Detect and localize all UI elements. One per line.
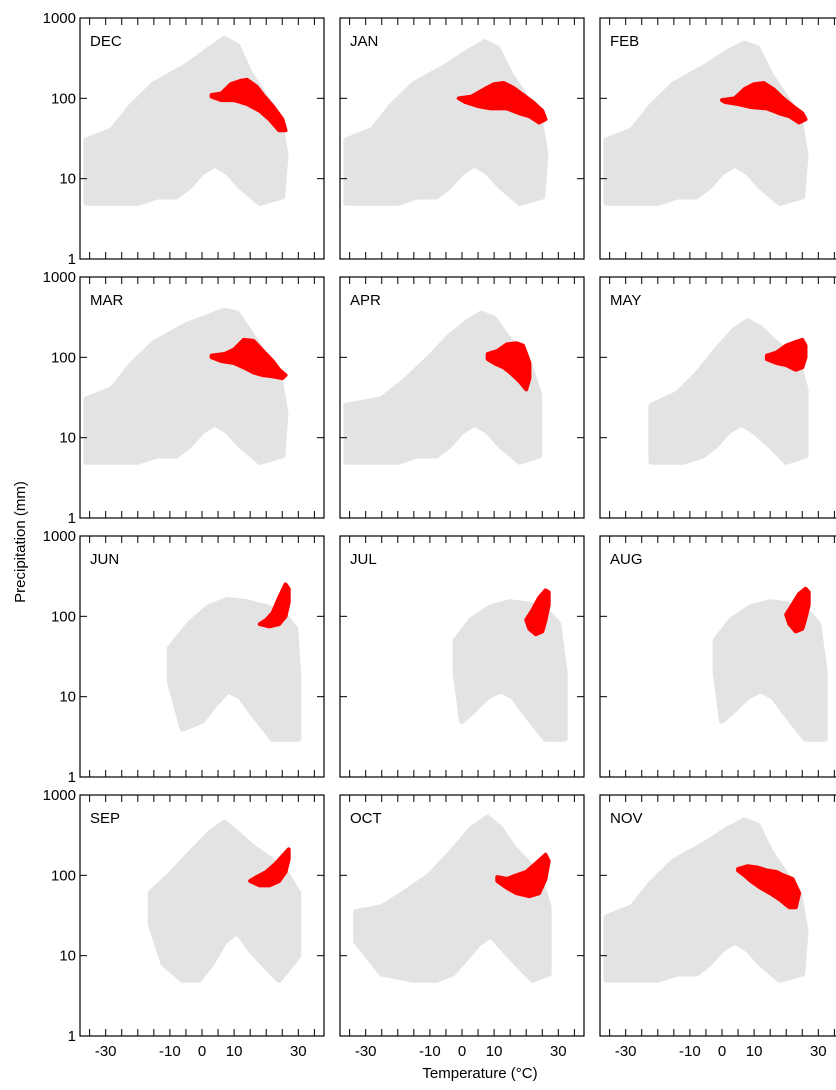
highlight-cluster: [248, 847, 291, 888]
background-cloud: [147, 819, 302, 983]
panel-dec: DEC 1 10 100 1000: [43, 10, 325, 268]
panel-label: JUL: [350, 551, 377, 568]
highlight-cluster: [784, 586, 811, 634]
panel-label: NOV: [610, 810, 643, 827]
x-tick-label: 30: [810, 1043, 827, 1060]
y-tick-label: 1000: [43, 528, 76, 545]
highlight-cluster: [524, 588, 551, 637]
panel-aug: AUG: [599, 535, 836, 778]
panel-label: JUN: [90, 551, 119, 568]
x-tick-label: 30: [550, 1043, 567, 1060]
highlight-cluster: [209, 337, 288, 381]
x-axis-label: Temperature (°C): [422, 1065, 537, 1082]
panel-apr: APR: [339, 276, 585, 519]
y-tick-label: 1: [68, 251, 76, 268]
y-tick-label: 10: [59, 948, 76, 965]
highlight-cluster: [209, 77, 288, 133]
y-tick-label: 100: [51, 349, 76, 366]
x-tick-label: 0: [458, 1043, 466, 1060]
panel-jan: JAN: [339, 17, 585, 260]
x-tick-label: -30: [355, 1043, 377, 1060]
x-tick-label: 0: [718, 1043, 726, 1060]
x-tick-label: 30: [290, 1043, 307, 1060]
panel-jul: JUL: [339, 535, 585, 778]
background-cloud: [166, 596, 302, 742]
background-cloud: [603, 817, 809, 983]
highlight-cluster: [257, 582, 291, 629]
y-tick-label: 1000: [43, 269, 76, 286]
y-tick-label: 1: [68, 769, 76, 786]
panel-label: FEB: [610, 33, 639, 50]
panel-label: MAY: [610, 292, 641, 309]
panel-label: APR: [350, 292, 381, 309]
y-tick-label: 100: [51, 867, 76, 884]
highlight-cluster: [456, 81, 548, 125]
y-tick-label: 100: [51, 90, 76, 107]
x-tick-label: 10: [746, 1043, 763, 1060]
panel-label: MAR: [90, 292, 124, 309]
x-tick-label: 0: [198, 1043, 206, 1060]
x-tick-label: -30: [615, 1043, 637, 1060]
panel-label: DEC: [90, 33, 122, 50]
x-tick-label: -10: [419, 1043, 441, 1060]
background-cloud: [452, 599, 568, 742]
highlight-cluster: [720, 81, 808, 125]
y-tick-label: 1000: [43, 10, 76, 27]
panel-jun: JUN 1 10 100 1000: [43, 528, 325, 786]
y-tick-label: 100: [51, 608, 76, 625]
y-tick-label: 1: [68, 1028, 76, 1045]
panel-nov: NOV -30 -10 0 10 30: [599, 794, 836, 1060]
background-cloud: [648, 318, 809, 465]
panel-may: MAY: [599, 276, 836, 519]
y-tick-label: 1000: [43, 787, 76, 804]
background-cloud: [603, 40, 809, 206]
panel-oct: OCT -30 -10 0 10 30: [339, 794, 585, 1060]
y-tick-label: 10: [59, 689, 76, 706]
x-tick-label: -10: [679, 1043, 701, 1060]
background-cloud: [343, 310, 543, 465]
background-cloud: [83, 35, 289, 206]
background-cloud: [83, 307, 289, 465]
highlight-cluster: [736, 864, 802, 910]
panel-mar: MAR 1 10 100 1000: [43, 269, 325, 527]
x-tick-label: 10: [226, 1043, 243, 1060]
panel-label: OCT: [350, 810, 382, 827]
y-axis-label: Precipitation (mm): [12, 481, 29, 603]
background-cloud: [712, 599, 828, 742]
panel-label: AUG: [610, 551, 643, 568]
y-tick-label: 10: [59, 430, 76, 447]
x-tick-label: -30: [95, 1043, 117, 1060]
highlight-cluster: [495, 852, 551, 899]
x-tick-label: -10: [159, 1043, 181, 1060]
y-tick-label: 10: [59, 171, 76, 188]
y-tick-label: 1: [68, 510, 76, 527]
panel-label: SEP: [90, 810, 120, 827]
panel-feb: FEB: [599, 17, 836, 260]
background-cloud: [343, 39, 549, 206]
x-tick-label: 10: [486, 1043, 503, 1060]
panel-sep: SEP 1 10 100 1000 -30 -10 0 10 30: [43, 787, 325, 1060]
background-cloud: [353, 814, 552, 983]
highlight-cluster: [485, 341, 532, 392]
panel-label: JAN: [350, 33, 378, 50]
highlight-cluster: [764, 337, 808, 372]
